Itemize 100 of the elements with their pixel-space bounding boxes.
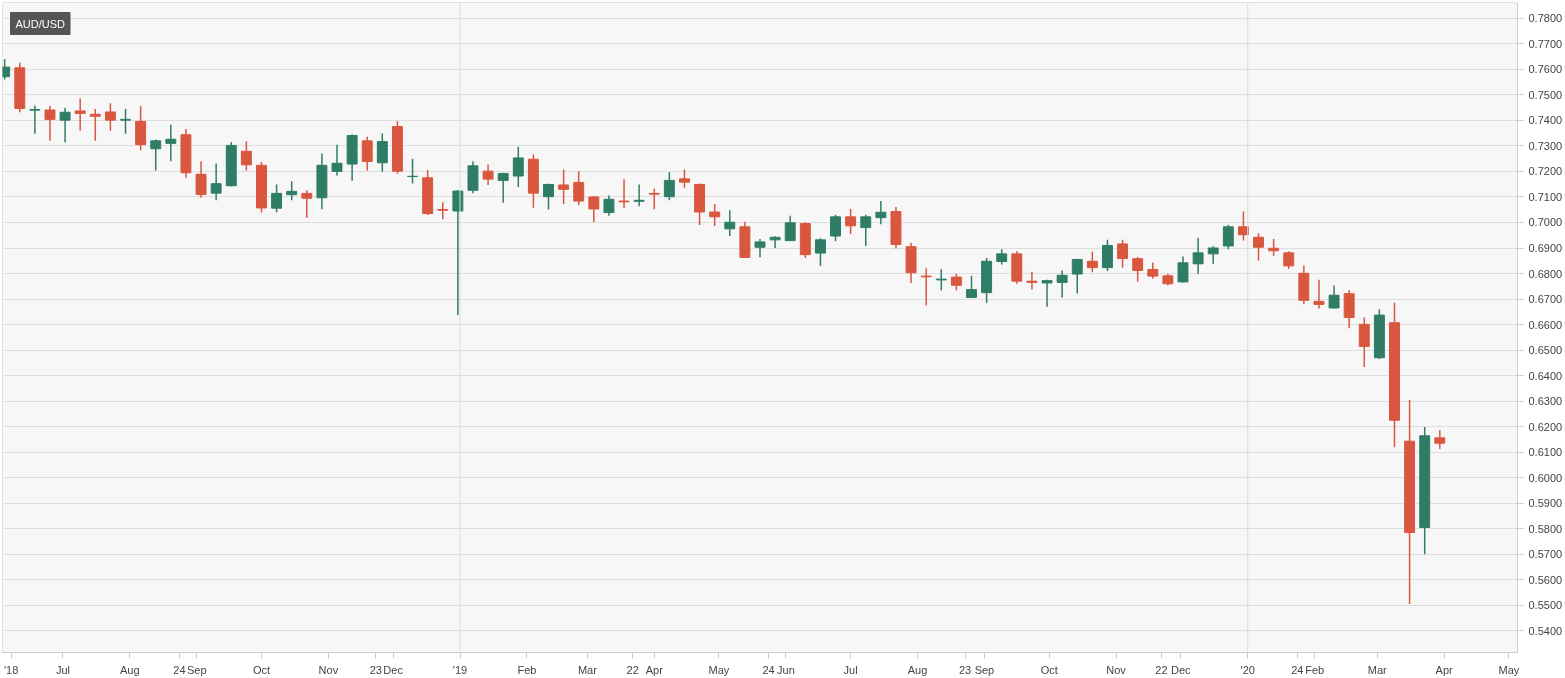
candlestick — [1358, 316, 1370, 368]
candlestick — [1041, 278, 1053, 308]
candlestick — [1313, 278, 1325, 310]
candlestick — [920, 267, 932, 307]
candlestick — [59, 106, 71, 144]
y-tick-label: 0.7100 — [1528, 190, 1563, 203]
y-tick-label: 0.5900 — [1528, 497, 1563, 510]
candlestick — [860, 214, 872, 247]
y-tick-label: 0.7000 — [1528, 216, 1563, 229]
candlestick — [135, 105, 147, 152]
candlestick — [29, 104, 41, 135]
y-tick-label: 0.6000 — [1528, 471, 1563, 484]
candlestick — [679, 168, 690, 189]
x-tick-label: Aug — [907, 663, 928, 676]
candlestick — [1086, 251, 1098, 273]
x-tick-label: Nov — [318, 663, 339, 676]
candlestick — [301, 189, 313, 219]
y-tick-label: 0.7800 — [1528, 12, 1563, 25]
candlestick — [210, 162, 222, 202]
candlestick — [1026, 270, 1038, 291]
x-tick-label: '18 — [3, 663, 19, 676]
candlestick — [1117, 239, 1129, 269]
candlestick — [1192, 237, 1204, 275]
x-tick-label: 24 — [762, 663, 775, 676]
y-tick-label: 0.7200 — [1528, 165, 1563, 178]
y-tick-label: 0.7500 — [1528, 88, 1563, 101]
candlestick — [89, 108, 101, 142]
candlestick — [663, 171, 675, 202]
y-tick-label: 0.7700 — [1528, 37, 1563, 50]
x-tick-label: May — [708, 663, 730, 676]
x-tick-label: Jul — [843, 663, 858, 676]
y-tick-label: 0.7300 — [1528, 139, 1563, 152]
candlestick — [1177, 255, 1189, 284]
candlestick — [573, 170, 585, 206]
candlestick — [1056, 269, 1068, 299]
y-tick-label: 0.5700 — [1528, 548, 1563, 561]
candlestick — [165, 123, 177, 162]
candlestick — [150, 138, 162, 172]
y-tick-label: 0.5400 — [1528, 624, 1563, 637]
candlestick — [754, 238, 766, 258]
x-tick-label: Feb — [1305, 663, 1325, 676]
candlestick — [543, 182, 554, 211]
candlestick — [271, 183, 283, 214]
candlestick — [104, 102, 116, 132]
candlestick — [286, 180, 298, 202]
y-tick-label: 0.6800 — [1528, 267, 1563, 280]
y-tick-label: 0.6200 — [1528, 420, 1563, 433]
y-tick-label: 0.7400 — [1528, 114, 1563, 127]
y-tick-label: 0.6500 — [1528, 344, 1563, 357]
candlestick — [1132, 256, 1144, 283]
candlestick — [558, 168, 570, 205]
x-tick-label: Apr — [1435, 663, 1454, 676]
x-tick-label: 24 — [1291, 663, 1304, 676]
candlestick — [1222, 224, 1234, 251]
candlestick — [588, 195, 600, 223]
candlestick — [376, 132, 388, 173]
candlestick — [195, 160, 207, 199]
x-tick-label: Nov — [1106, 663, 1127, 676]
candlestick — [1328, 284, 1340, 310]
x-tick-label: May — [1498, 663, 1520, 676]
y-tick-label: 0.5600 — [1528, 573, 1563, 586]
x-tick-label: Dec — [383, 663, 404, 676]
candlestick — [618, 178, 630, 209]
candlestick — [1071, 257, 1083, 295]
candlestick — [437, 201, 449, 220]
x-tick-label: Mar — [577, 663, 598, 676]
candlestick — [74, 97, 86, 132]
y-tick-label: 0.6700 — [1528, 293, 1563, 306]
candlestick — [512, 145, 524, 188]
candlestick — [120, 108, 131, 135]
candlestick — [1101, 239, 1113, 272]
candlestick — [240, 140, 252, 172]
candlestick — [1434, 429, 1446, 450]
x-tick-label: Jul — [55, 663, 70, 676]
candlestick — [1237, 210, 1249, 242]
candlestick — [482, 163, 494, 186]
candlestick — [331, 143, 343, 177]
x-tick-label: Sep — [974, 663, 995, 676]
x-tick-label: Oct — [1040, 663, 1058, 676]
candlestick — [724, 209, 736, 237]
x-tick-label: 22 — [626, 663, 639, 676]
x-tick-label: 23 — [958, 663, 972, 676]
candlestick — [497, 171, 509, 204]
x-tick-label: Mar — [1367, 663, 1388, 676]
candlestick — [603, 194, 615, 217]
candlestick — [784, 215, 796, 242]
x-tick-label: 23 — [369, 663, 382, 676]
candlestick — [633, 183, 645, 207]
x-tick-label: Aug — [120, 663, 140, 676]
candlestick — [1343, 289, 1355, 329]
x-tick-label: '20 — [1240, 663, 1255, 676]
x-tick-label: '19 — [452, 663, 468, 676]
y-tick-label: 0.6600 — [1528, 318, 1563, 331]
text: AUD/USD — [15, 17, 66, 30]
y-tick-label: 0.5800 — [1528, 522, 1563, 535]
candlestick — [814, 237, 826, 267]
candlestick — [709, 203, 721, 227]
x-tick-label: Feb — [517, 663, 537, 676]
candlestick — [935, 268, 947, 292]
candlestick — [648, 188, 660, 210]
